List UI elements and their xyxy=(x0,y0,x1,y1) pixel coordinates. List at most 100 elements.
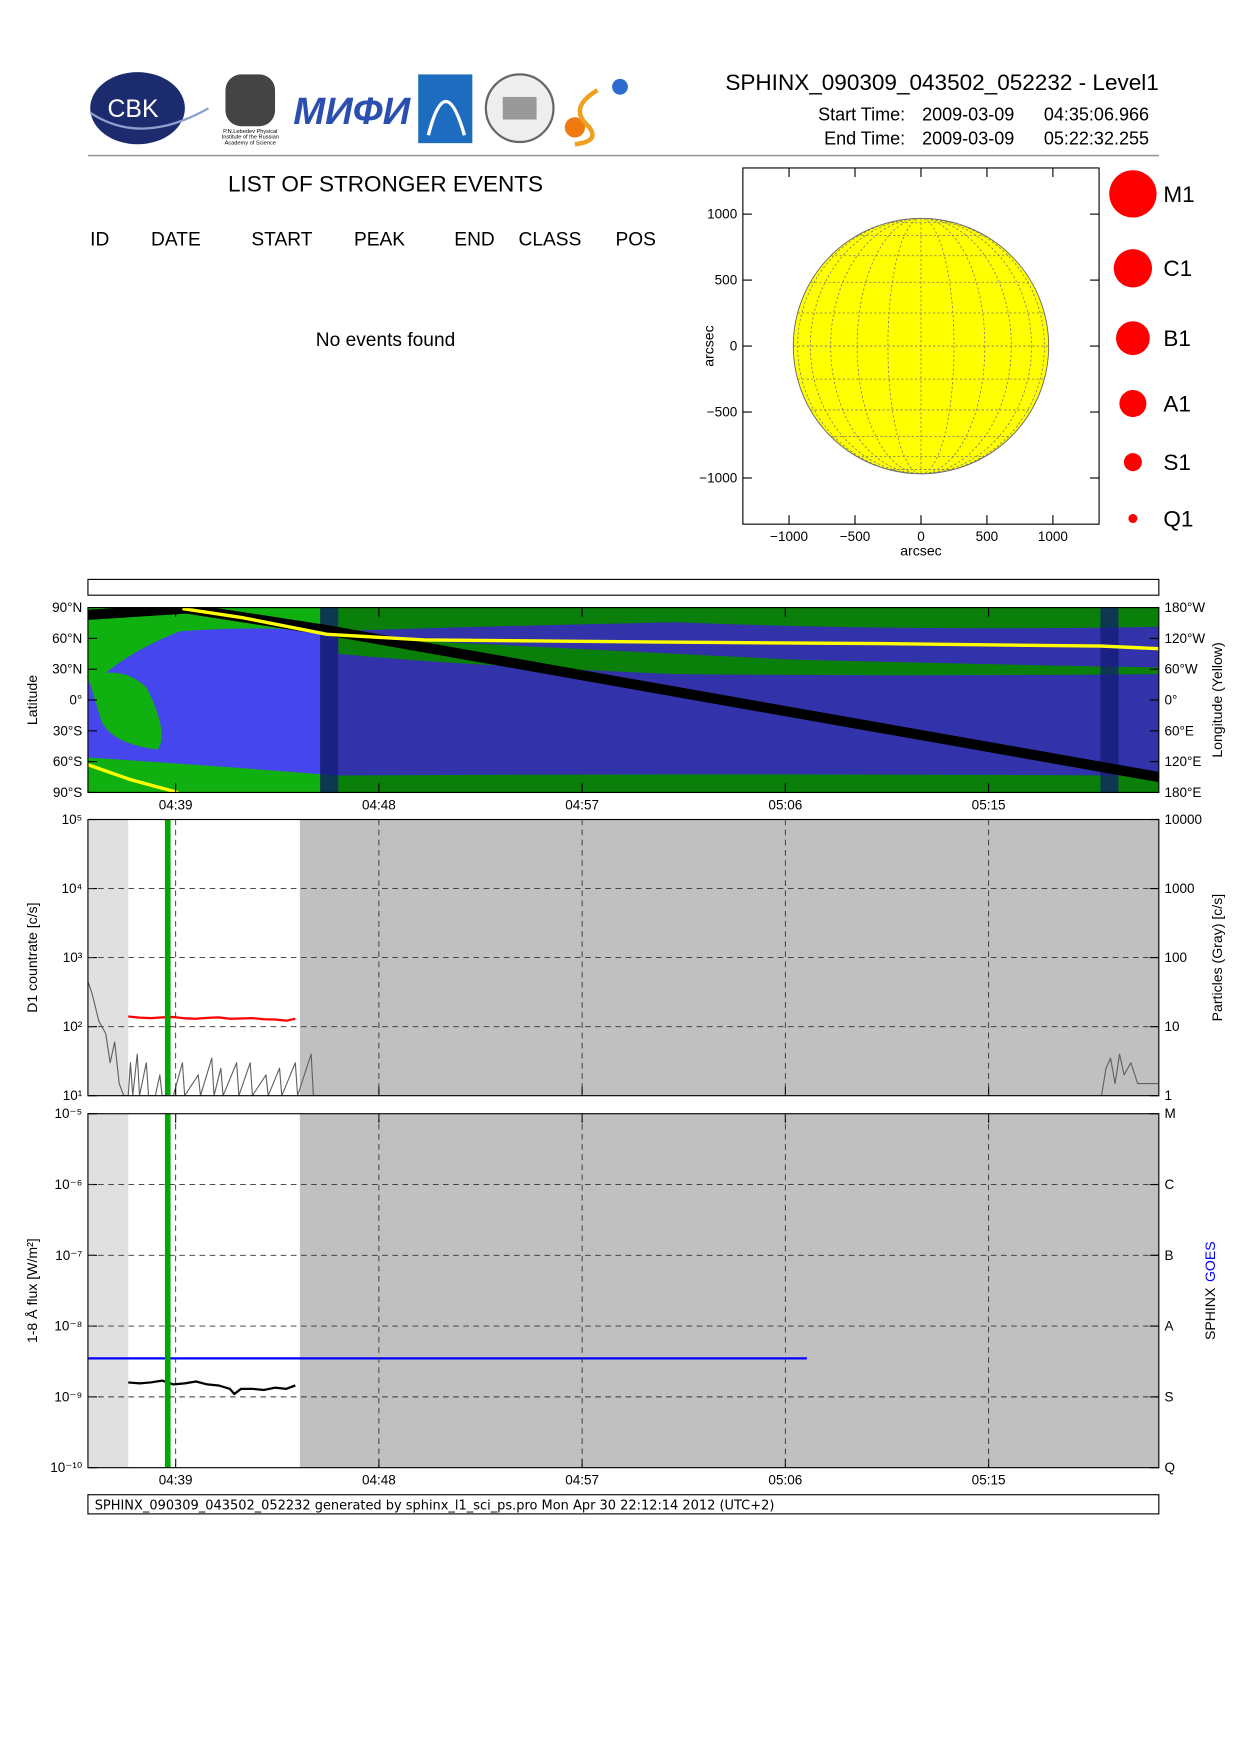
flare-class-legend: M1 C1 B1 A1 S1 Q1 xyxy=(1109,170,1195,531)
legend-label: Q1 xyxy=(1163,506,1193,531)
plot-frame xyxy=(87,1113,1160,1469)
pan-text: PAN xyxy=(193,100,204,106)
x-tick-label: 04:48 xyxy=(362,1473,396,1488)
y2-tick-label: 10000 xyxy=(1164,812,1202,827)
footer-text: SPHINX_090309_043502_052232 generated by… xyxy=(95,1498,775,1513)
footer-box xyxy=(87,1494,1160,1515)
land xyxy=(87,757,1159,793)
y2-tick-label: 1 xyxy=(1164,1088,1172,1103)
y-tick-label: 30°S xyxy=(53,723,82,738)
y-tick-label: −500 xyxy=(707,405,737,420)
y2-tick-label: 60°W xyxy=(1164,662,1197,677)
y-tick-label: 90°N xyxy=(52,600,82,615)
x-tick-label: 04:39 xyxy=(159,1473,193,1488)
y-tick-label: 30°N xyxy=(52,662,82,677)
logos: CBK PAN P.N.Lebedev Physical Institute o… xyxy=(89,72,628,147)
ocean xyxy=(87,607,1159,793)
y-tick-label: 10⁻¹⁰ xyxy=(50,1460,83,1475)
legend-dot xyxy=(1119,390,1147,418)
legend-dot xyxy=(1113,249,1153,288)
y-tick-label: 10⁻⁹ xyxy=(54,1389,82,1404)
chart-line: 10⁻¹⁰ 10⁻⁹ 10⁻⁸ 10⁻⁷ 10⁻⁶ 10⁻⁵ Q S A B C M 04:39 04:4… xyxy=(24,1106,1218,1487)
y2-tick-label: 60°E xyxy=(1164,723,1193,738)
events-column: ID xyxy=(90,230,109,251)
y-tick-label: 90°S xyxy=(53,785,82,800)
y2-tick-label: 1000 xyxy=(1164,881,1194,896)
series-line xyxy=(87,981,1158,1096)
shaded-interval xyxy=(87,1113,129,1468)
y2-axis-title: Particles (Gray) [c/s] xyxy=(1209,894,1225,1022)
y-tick-label: 10⁻⁵ xyxy=(55,1106,83,1121)
x-tick-label: 500 xyxy=(976,529,999,544)
logo-arc xyxy=(426,100,467,136)
legend-dot xyxy=(1115,321,1150,356)
report-title: SPHINX_090309_043502_052232 - Level1 xyxy=(725,70,1158,95)
legend-label: B1 xyxy=(1163,326,1191,351)
sphinx-swirl xyxy=(574,88,599,147)
y-tick-label: 0 xyxy=(730,339,738,354)
y-axis-title: D1 countrate [c/s] xyxy=(24,902,40,1012)
events-column: START xyxy=(251,230,312,251)
series-line xyxy=(128,1379,296,1396)
y-tick-label: 10⁻⁶ xyxy=(55,1177,83,1192)
x-tick-label: 05:06 xyxy=(768,797,802,812)
events-column: PEAK xyxy=(354,230,405,251)
legend-dot xyxy=(1128,514,1138,524)
end-label: End Time: xyxy=(824,128,905,148)
y2-axis-title: Longitude (Yellow) xyxy=(1209,642,1225,757)
cbk-swoosh xyxy=(89,107,210,130)
x-tick-label: 04:57 xyxy=(565,1473,599,1488)
start-time: 04:35:06.966 xyxy=(1044,105,1149,125)
lebedev-portrait xyxy=(225,74,276,127)
land xyxy=(87,607,1159,682)
y2-tick-label: 180°W xyxy=(1164,600,1205,615)
y-tick-label: 10¹ xyxy=(63,1088,83,1103)
y-axis-title: Latitude xyxy=(24,675,40,725)
x-tick-label: 04:39 xyxy=(159,797,193,812)
y-tick-label: 10⁻⁷ xyxy=(55,1248,82,1263)
lebedev-text: Institute of the Russian xyxy=(222,135,279,141)
seal-building xyxy=(502,96,537,120)
legend-label: A1 xyxy=(1163,391,1191,416)
y2-tick-label: 120°W xyxy=(1164,631,1205,646)
legend-entry: GOES xyxy=(1202,1241,1218,1282)
y2-tick-label: 180°E xyxy=(1164,785,1201,800)
chart-map-track: 90°S 60°S 30°S 0° 30°N 60°N 90°N 180°E 120°E 60°E… xyxy=(24,600,1225,812)
x-tick-label: 05:06 xyxy=(768,1473,802,1488)
y-tick-label: 10⁻⁸ xyxy=(54,1319,82,1334)
plot-frame xyxy=(87,607,1160,794)
start-date: 2009-03-09 xyxy=(922,105,1014,125)
y-tick-label: 10² xyxy=(63,1019,83,1034)
chart-line: 10¹ 10² 10³ 10⁴ 10⁵ 1 10 100 1000 10000 D1 countra… xyxy=(24,812,1225,1103)
lebedev-text: P.N.Lebedev Physical xyxy=(223,129,277,135)
sphinx-logo xyxy=(564,117,586,138)
y2-tick-label: A xyxy=(1164,1319,1173,1334)
legend-dot xyxy=(1123,453,1142,472)
legend-label: C1 xyxy=(1163,256,1192,281)
x-tick-label: 04:48 xyxy=(362,797,396,812)
y2-tick-label: Q xyxy=(1164,1460,1175,1475)
legend: SPHINX GOES xyxy=(1202,1241,1218,1340)
events-column: POS xyxy=(615,230,655,251)
sphinx-globe xyxy=(612,78,628,95)
y-tick-label: 1000 xyxy=(707,207,737,222)
plot-frame xyxy=(87,818,1160,1097)
y2-tick-label: C xyxy=(1164,1177,1174,1192)
land xyxy=(87,672,162,750)
y2-tick-label: M xyxy=(1164,1106,1175,1121)
end-time: 05:22:32.255 xyxy=(1044,128,1149,148)
legend-label: M1 xyxy=(1163,182,1194,207)
y-tick-label: −1000 xyxy=(699,471,737,486)
plot-area xyxy=(87,819,1159,1096)
y2-tick-label: 120°E xyxy=(1164,754,1201,769)
y-tick-label: 0° xyxy=(69,693,82,708)
y-axis-title: 1-8 Å flux [W/m²] xyxy=(24,1238,40,1343)
legend-dot xyxy=(1109,170,1157,218)
y2-tick-label: 0° xyxy=(1164,693,1177,708)
meridian xyxy=(809,217,1032,475)
series-line xyxy=(128,1015,296,1022)
status-bar xyxy=(87,578,1160,596)
y-tick-label: 60°N xyxy=(52,631,82,646)
y-tick-label: 500 xyxy=(715,273,738,288)
